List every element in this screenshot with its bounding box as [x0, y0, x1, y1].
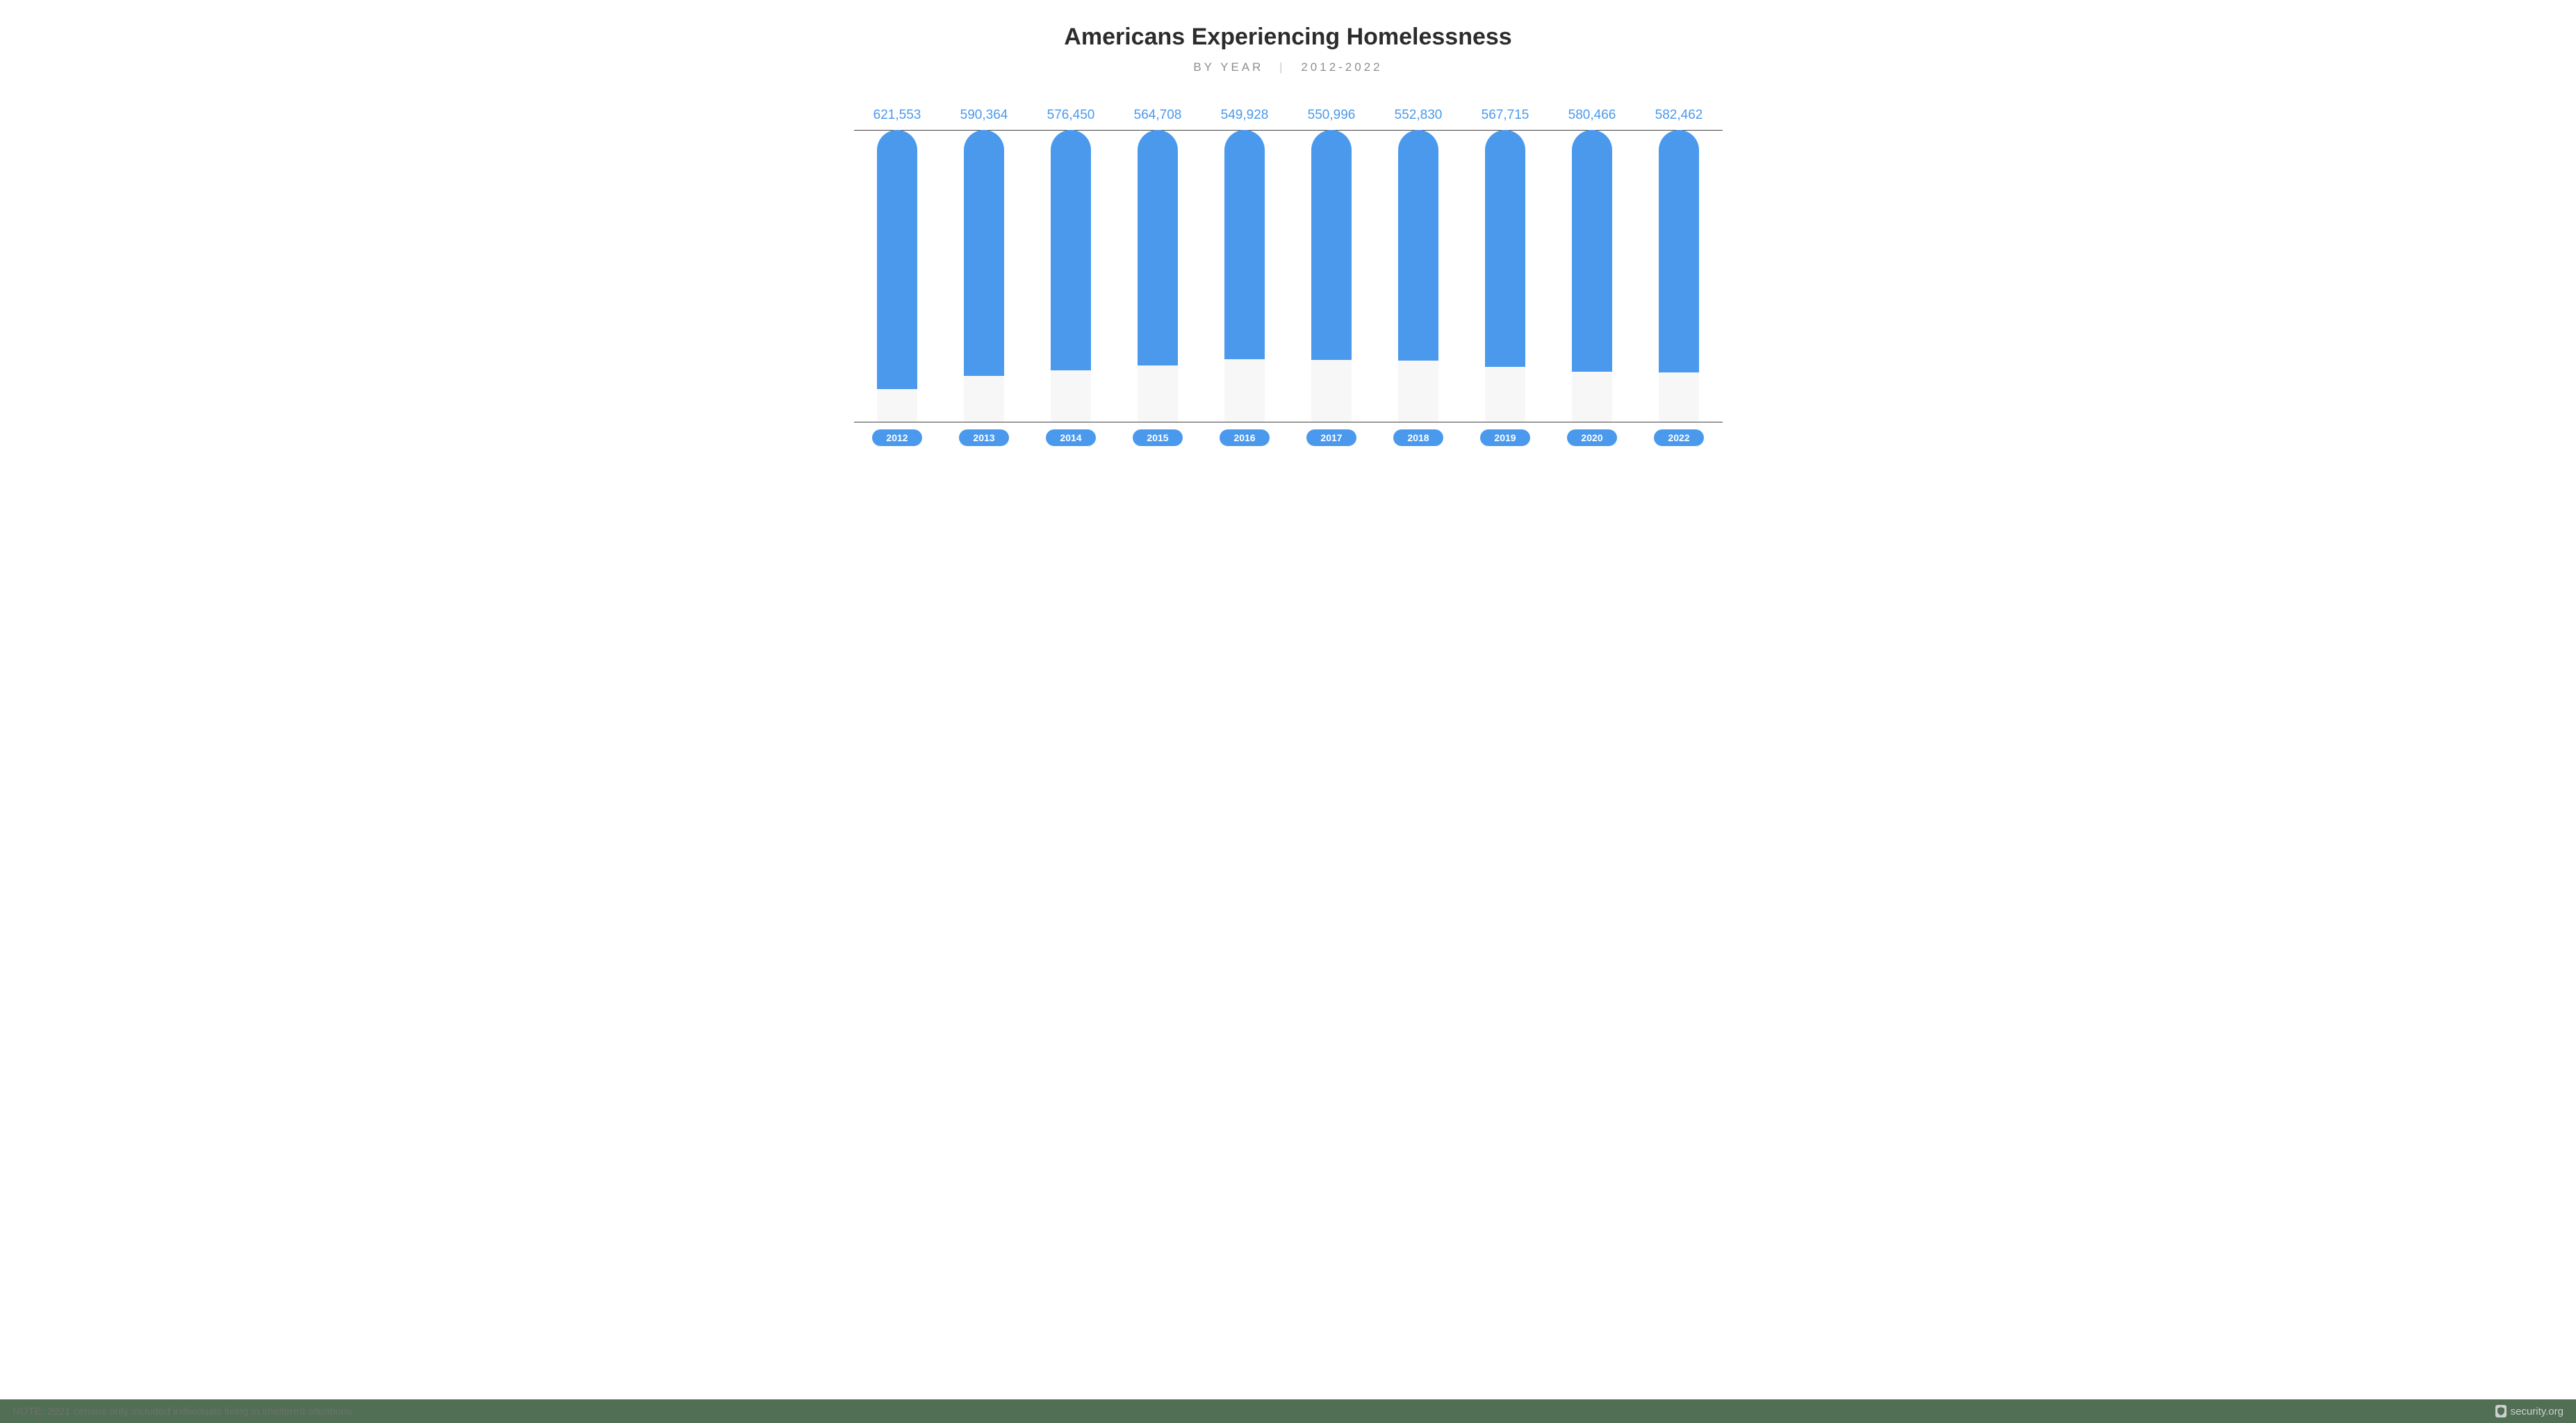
category-pill: 2016: [1220, 429, 1270, 446]
bar: [1485, 130, 1525, 367]
bar-column: [1549, 130, 1636, 422]
plot-area: [854, 131, 1723, 422]
bar: [1051, 130, 1091, 370]
bar-column: [1115, 130, 1201, 422]
value-label: 549,928: [1201, 108, 1288, 123]
bar: [877, 130, 917, 389]
category-pill: 2019: [1480, 429, 1530, 446]
bar-column: [941, 130, 1028, 422]
bar: [1398, 130, 1438, 361]
bar-column: [1028, 130, 1115, 422]
value-label: 582,462: [1636, 108, 1723, 123]
category-pill: 2020: [1567, 429, 1617, 446]
footer-note: NOTE: 2021 census only included individu…: [13, 1406, 355, 1417]
chart-title: Americans Experiencing Homelessness: [1064, 24, 1511, 51]
category-pill: 2018: [1393, 429, 1443, 446]
subtitle-right: 2012-2022: [1301, 60, 1382, 74]
category-pill: 2015: [1133, 429, 1183, 446]
bar-column: [1288, 130, 1375, 422]
category-pill: 2013: [959, 429, 1009, 446]
category-pill: 2022: [1654, 429, 1704, 446]
chart-area: 621,553590,364576,450564,708549,928550,9…: [854, 108, 1723, 446]
shield-icon: [2495, 1405, 2507, 1417]
footer-bar: NOTE: 2021 census only included individu…: [0, 1399, 2576, 1423]
bar: [1659, 130, 1699, 372]
bar: [1572, 130, 1612, 372]
bar: [1311, 130, 1352, 360]
value-label: 580,466: [1549, 108, 1636, 123]
value-labels-row: 621,553590,364576,450564,708549,928550,9…: [854, 108, 1723, 130]
bar: [1138, 130, 1178, 365]
value-label: 576,450: [1028, 108, 1115, 123]
bar-column: [1375, 130, 1462, 422]
bar: [1224, 130, 1265, 359]
subtitle-left: BY YEAR: [1193, 60, 1263, 74]
category-pill: 2014: [1046, 429, 1096, 446]
value-label: 590,364: [941, 108, 1028, 123]
category-pill: 2017: [1306, 429, 1356, 446]
category-labels-row: 2012 2013 2014 2015 2016 2017 2018 2019 2020 2022: [854, 429, 1723, 446]
page: Americans Experiencing Homelessness BY Y…: [0, 0, 2576, 1423]
value-label: 552,830: [1375, 108, 1462, 123]
value-label: 550,996: [1288, 108, 1375, 123]
bar-column: [1201, 130, 1288, 422]
value-label: 567,715: [1462, 108, 1549, 123]
bar-column: [1462, 130, 1549, 422]
value-label: 621,553: [854, 108, 941, 123]
value-label: 564,708: [1115, 108, 1201, 123]
chart-panel: Americans Experiencing Homelessness BY Y…: [0, 0, 2576, 1399]
bar-column: [854, 130, 941, 422]
bar-column: [1636, 130, 1723, 422]
bar: [964, 130, 1004, 376]
category-pill: 2012: [872, 429, 922, 446]
footer-logo: security.org: [2495, 1405, 2563, 1417]
chart-subtitle: BY YEAR | 2012-2022: [1193, 60, 1382, 74]
subtitle-divider: |: [1279, 60, 1285, 74]
logo-text: security.org: [2511, 1406, 2563, 1417]
